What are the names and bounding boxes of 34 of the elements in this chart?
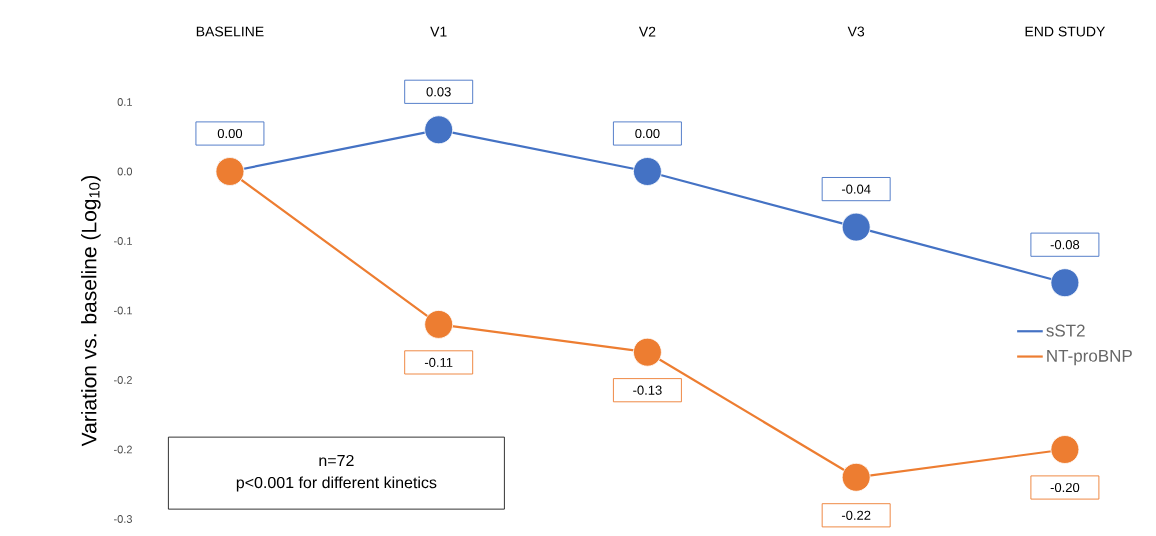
x-tick-label: BASELINE <box>196 26 264 37</box>
y-tick-label: -0.1 <box>114 306 132 315</box>
data-label: -0.08 <box>1050 240 1080 250</box>
x-tick-label: V2 <box>638 26 656 37</box>
data-label: 0.03 <box>426 87 451 97</box>
point <box>633 337 662 367</box>
point <box>841 462 871 492</box>
point <box>633 157 662 186</box>
x-tick-label: END STUDY <box>1025 26 1106 37</box>
data-label: -0.22 <box>841 510 871 520</box>
point <box>1050 435 1080 464</box>
legend-label: sST2 <box>1046 324 1085 337</box>
y-axis-title: Variation vs. baseline (Log$_{10}$) <box>81 175 101 447</box>
point <box>424 310 454 339</box>
data-label: -0.20 <box>1050 482 1080 493</box>
point <box>1050 268 1080 298</box>
data-label: -0.11 <box>424 357 453 367</box>
y-tick-label: -0.3 <box>114 515 132 523</box>
x-tick-label: V3 <box>847 26 865 37</box>
y-tick-label: -0.2 <box>114 376 132 384</box>
point <box>424 115 454 145</box>
annotation: n=72 <box>319 454 354 467</box>
y-tick-label: 0.1 <box>117 98 132 106</box>
x-tick-label: V1 <box>430 26 447 37</box>
y-tick-label: 0.0 <box>117 167 133 176</box>
data-label: 0.00 <box>217 128 243 139</box>
data-label: -0.13 <box>633 385 662 395</box>
annotation: p<0.001 for different kinetics <box>236 476 437 492</box>
data-label: 0.00 <box>635 128 660 139</box>
point <box>841 212 871 242</box>
y-tick-label: -0.1 <box>114 237 132 245</box>
legend-label: NT-proBNP <box>1047 349 1132 366</box>
y-tick-label: -0.2 <box>114 445 132 454</box>
data-label: -0.04 <box>841 184 871 194</box>
